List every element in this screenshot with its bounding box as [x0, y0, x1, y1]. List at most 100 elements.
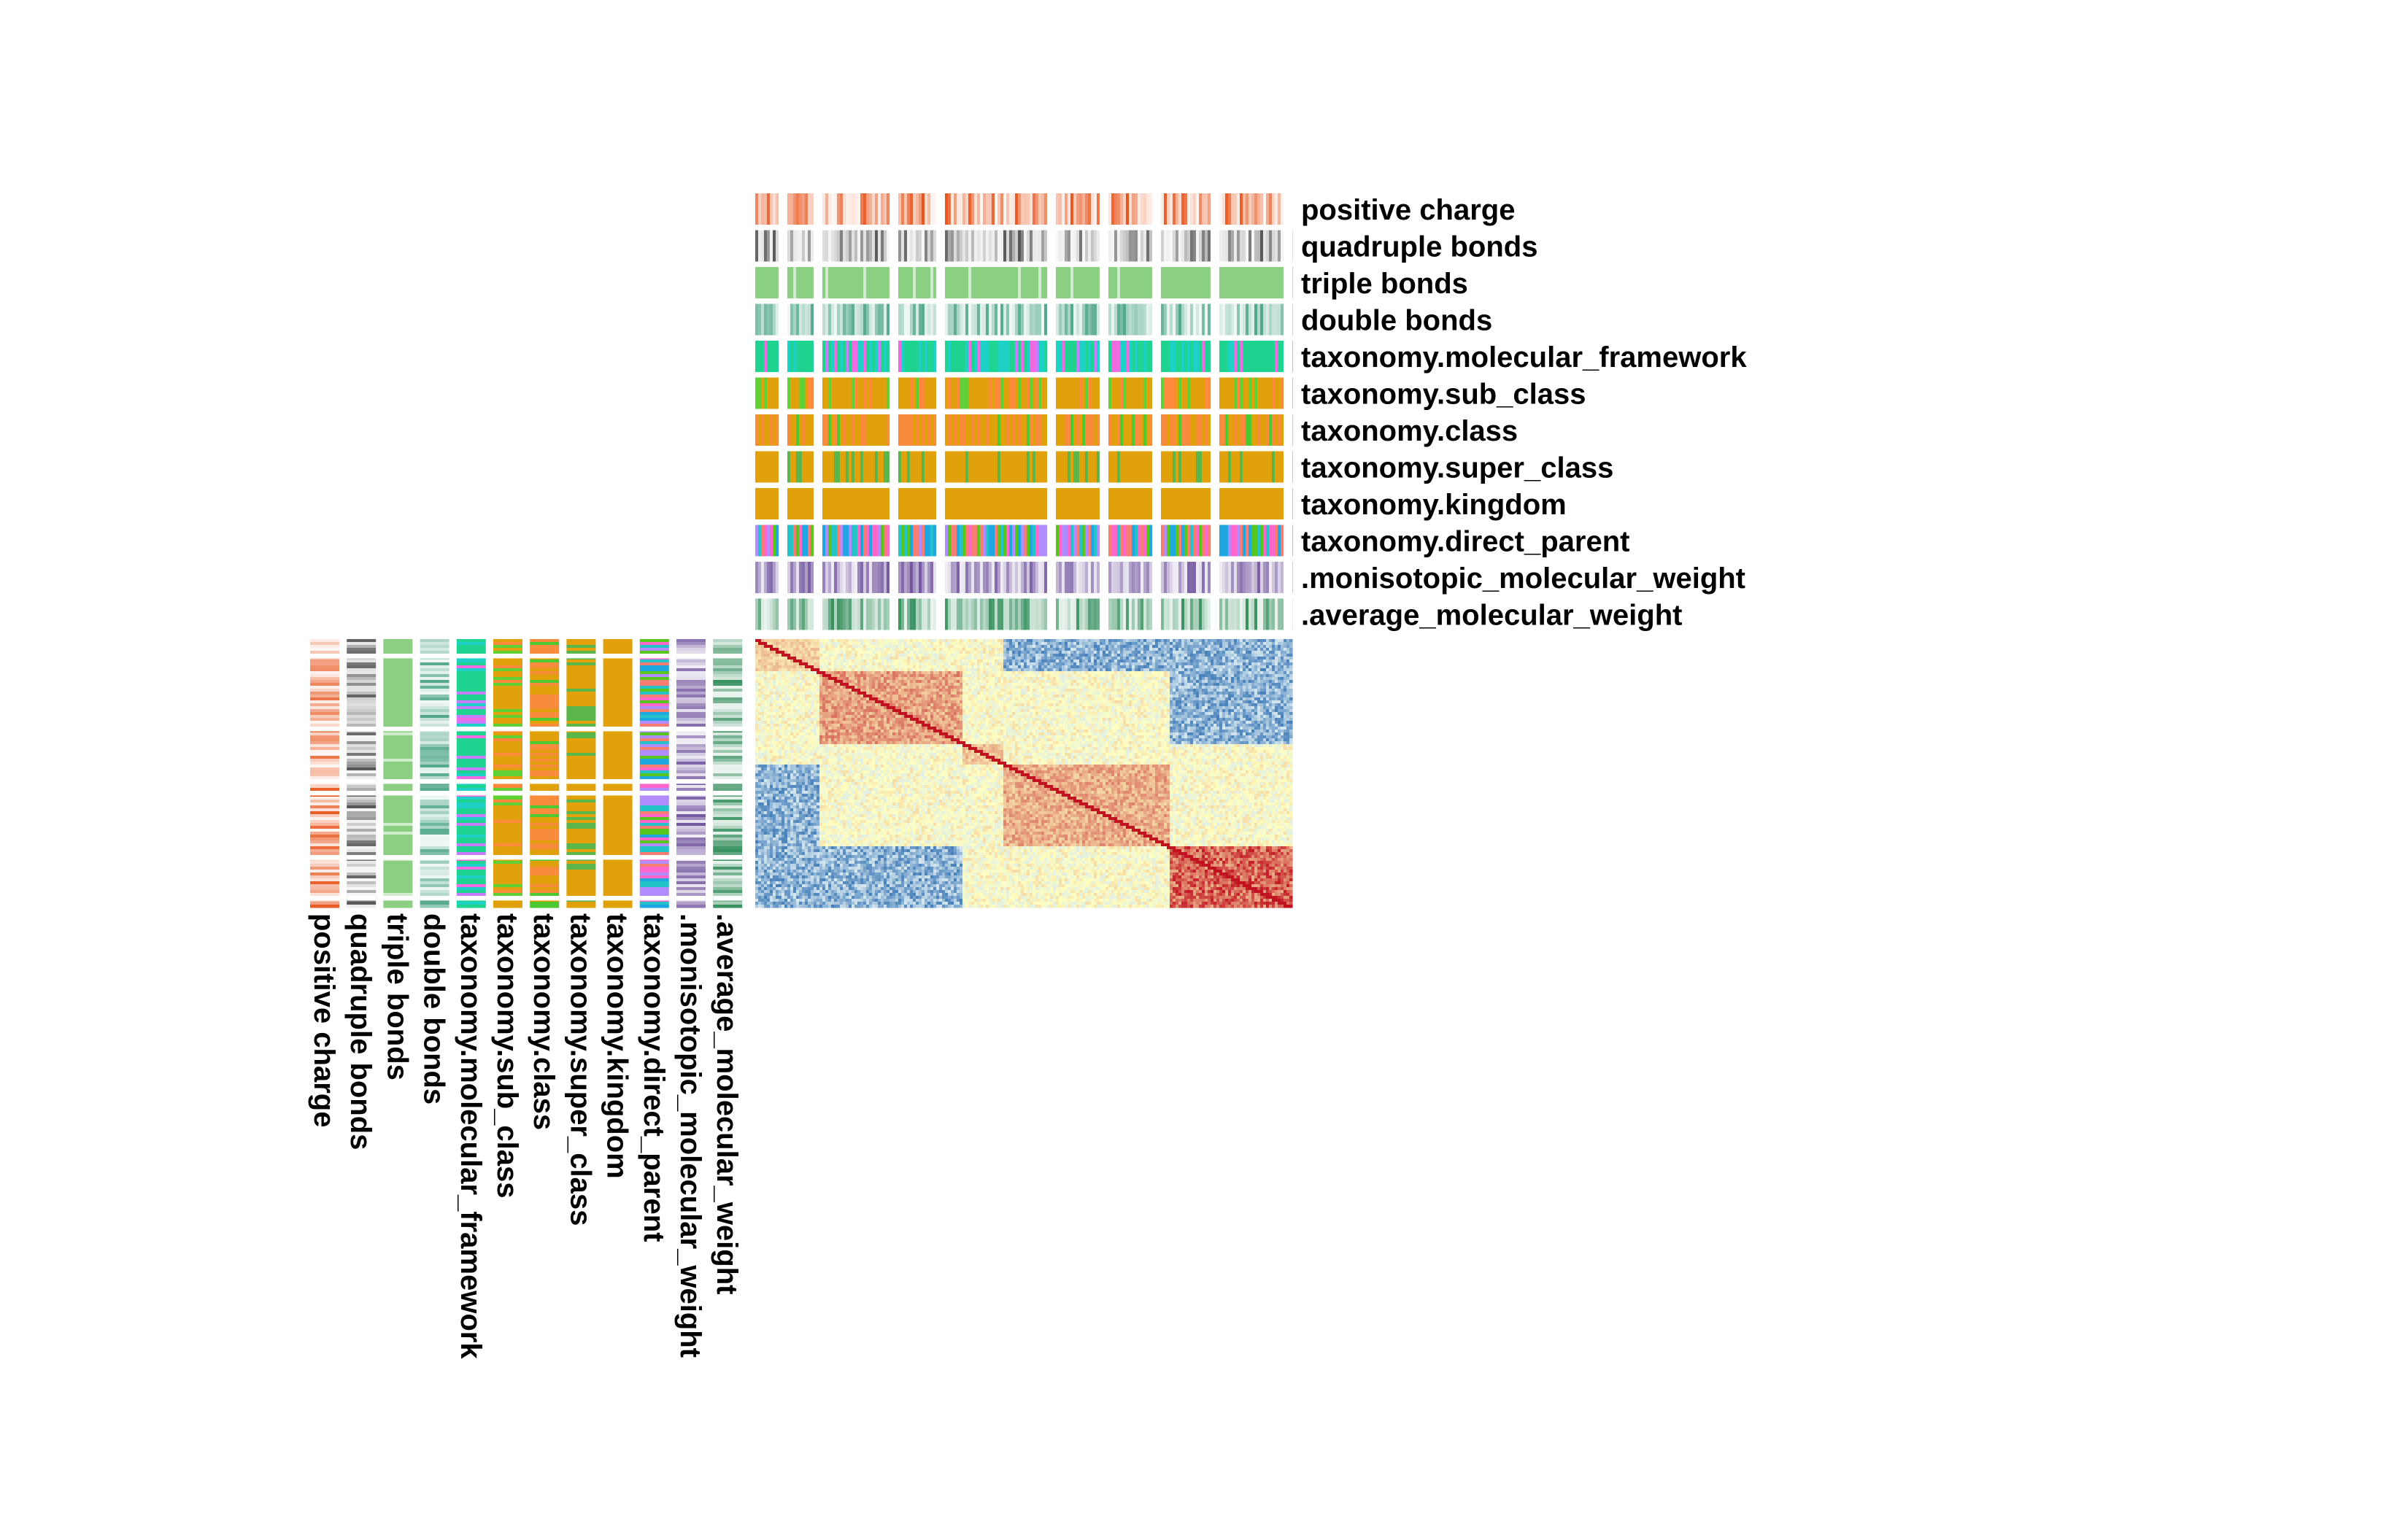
matrix-cell: [974, 697, 978, 701]
matrix-cell: [1155, 703, 1159, 707]
matrix-cell: [1202, 700, 1205, 704]
matrix-cell: [1141, 659, 1144, 663]
matrix-cell: [1231, 706, 1235, 710]
matrix-cell: [951, 674, 954, 678]
matrix-cell: [1208, 654, 1211, 657]
matrix-cell: [1021, 639, 1024, 643]
matrix-cell: [1219, 697, 1223, 701]
matrix-cell: [983, 677, 987, 681]
matrix-cell: [1187, 668, 1191, 672]
matrix-cell: [1208, 674, 1211, 678]
matrix-cell: [1190, 700, 1194, 704]
matrix-cell: [1196, 677, 1200, 681]
matrix-cell: [890, 639, 893, 643]
matrix-cell: [1222, 645, 1226, 649]
matrix-cell: [1070, 651, 1074, 654]
matrix-cell: [887, 680, 890, 684]
matrix-cell: [1030, 642, 1033, 646]
matrix-cell: [1222, 654, 1226, 657]
matrix-cell: [1117, 639, 1121, 643]
matrix-cell: [1284, 645, 1287, 649]
matrix-cell: [968, 665, 972, 669]
matrix-cell: [1143, 706, 1147, 710]
matrix-cell: [784, 697, 788, 701]
matrix-cell: [1158, 697, 1162, 701]
matrix-cell: [1184, 668, 1188, 672]
matrix-cell: [1056, 657, 1060, 660]
matrix-cell: [1000, 706, 1004, 710]
matrix-cell: [1068, 692, 1071, 695]
matrix-cell: [869, 674, 873, 678]
matrix-cell: [1289, 709, 1293, 713]
matrix-cell: [1213, 654, 1217, 657]
matrix-cell: [1103, 680, 1106, 684]
matrix-cell: [857, 709, 861, 713]
matrix-cell: [819, 662, 823, 666]
matrix-cell: [1146, 648, 1150, 651]
matrix-cell: [825, 671, 829, 675]
matrix-cell: [986, 686, 989, 689]
matrix-cell: [1062, 671, 1065, 675]
matrix-cell: [1275, 697, 1278, 701]
matrix-cell: [1152, 662, 1156, 666]
matrix-cell: [831, 654, 835, 657]
matrix-cell: [796, 712, 800, 716]
matrix-cell: [904, 662, 908, 666]
matrix-cell: [773, 680, 776, 684]
matrix-cell: [1173, 665, 1176, 669]
matrix-cell: [1138, 709, 1141, 713]
matrix-cell: [1114, 709, 1118, 713]
matrix-cell: [875, 703, 879, 707]
matrix-cell: [910, 709, 914, 713]
matrix-cell: [965, 677, 969, 681]
matrix-cell: [898, 639, 902, 643]
matrix-cell: [1033, 677, 1036, 681]
matrix-cell: [1041, 706, 1045, 710]
matrix-cell: [1155, 689, 1159, 692]
matrix-cell: [974, 645, 978, 649]
matrix-cell: [1079, 706, 1083, 710]
matrix-cell: [890, 703, 893, 707]
matrix-cell: [843, 651, 846, 654]
matrix-cell: [787, 703, 791, 707]
matrix-cell: [793, 683, 797, 686]
matrix-cell: [808, 686, 811, 689]
matrix-cell: [1222, 680, 1226, 684]
matrix-cell: [1272, 645, 1276, 649]
matrix-cell: [866, 695, 870, 698]
matrix-cell: [814, 674, 817, 678]
matrix-cell: [1181, 706, 1185, 710]
matrix-cell: [1018, 674, 1022, 678]
matrix-cell: [1021, 695, 1024, 698]
matrix-cell: [758, 677, 762, 681]
matrix-cell: [997, 665, 1001, 669]
matrix-cell: [951, 703, 954, 707]
matrix-cell: [1266, 695, 1270, 698]
matrix-cell: [1100, 692, 1103, 695]
matrix-cell: [1141, 695, 1144, 698]
matrix-cell: [1254, 703, 1258, 707]
matrix-cell: [837, 659, 841, 663]
matrix-cell: [919, 645, 922, 649]
matrix-cell: [954, 683, 957, 686]
matrix-cell: [784, 686, 788, 689]
matrix-cell: [1216, 715, 1220, 719]
matrix-cell: [881, 709, 884, 713]
matrix-cell: [1181, 683, 1185, 686]
matrix-cell: [1193, 671, 1197, 675]
matrix-cell: [1284, 689, 1287, 692]
matrix-cell: [1070, 665, 1074, 669]
matrix-cell: [857, 645, 861, 649]
matrix-cell: [840, 686, 844, 689]
matrix-cell: [878, 674, 881, 678]
matrix-cell: [1281, 677, 1284, 681]
matrix-cell: [942, 706, 946, 710]
matrix-cell: [773, 712, 776, 716]
matrix-cell: [995, 654, 998, 657]
matrix-cell: [1126, 657, 1130, 660]
matrix-cell: [782, 659, 785, 663]
matrix-cell: [1070, 712, 1074, 716]
matrix-cell: [819, 683, 823, 686]
matrix-cell: [1240, 639, 1243, 643]
matrix-cell: [1044, 709, 1048, 713]
